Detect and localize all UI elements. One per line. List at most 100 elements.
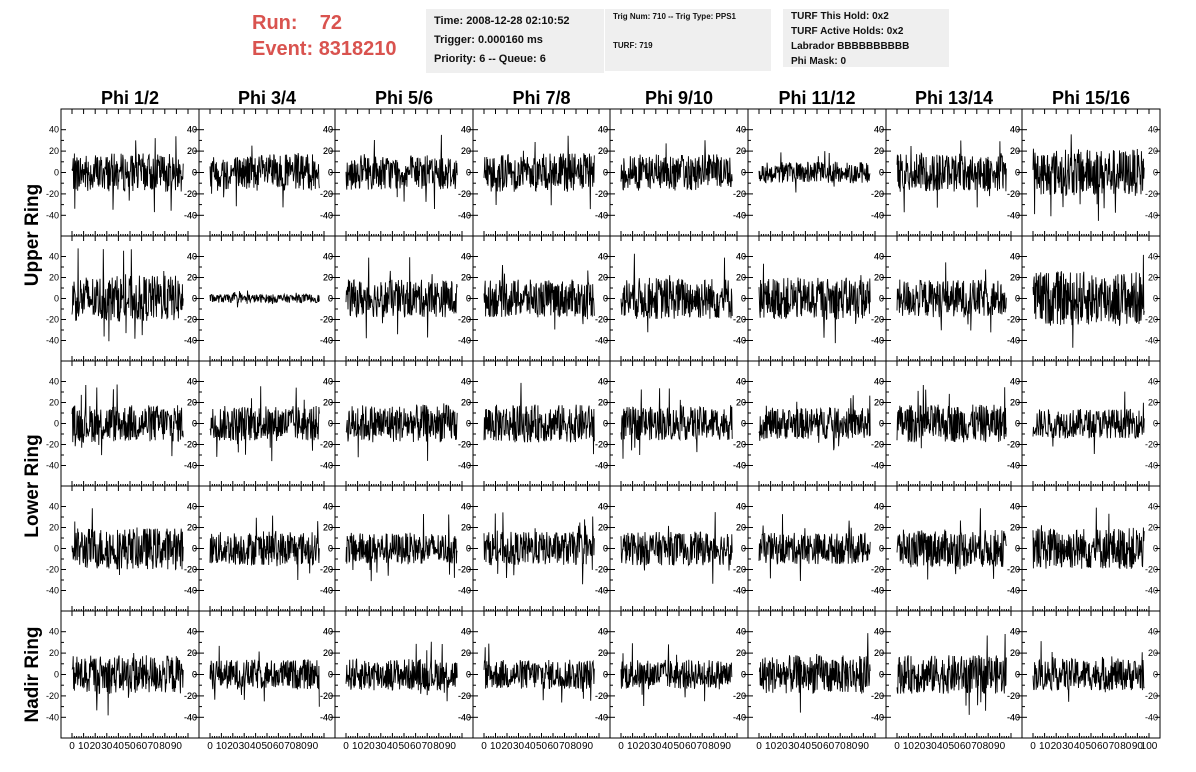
y-tick-label: 0 <box>192 670 197 680</box>
y-tick-label: 20 <box>1148 398 1158 408</box>
x-tick-label: 40 <box>662 741 674 752</box>
y-tick-label: 40 <box>874 502 884 512</box>
x-tick-label: 60 <box>547 741 559 752</box>
y-tick-label: -20 <box>46 189 59 199</box>
column-header: Phi 1/2 <box>101 88 159 108</box>
y-tick-label: 20 <box>736 146 746 156</box>
y-tick-label: -40 <box>733 336 746 346</box>
y-tick-label: 40 <box>598 252 608 262</box>
y-tick-label: 20 <box>598 523 608 533</box>
y-tick-label: -20 <box>320 691 333 701</box>
y-tick-label: 40 <box>323 502 333 512</box>
waveform-trace <box>1032 507 1145 570</box>
y-tick-label: 0 <box>879 419 884 429</box>
y-tick-label: -20 <box>184 315 197 325</box>
y-tick-label: 0 <box>1015 670 1020 680</box>
y-tick-label: 0 <box>879 670 884 680</box>
waveform-trace <box>758 395 871 451</box>
y-tick-label: 40 <box>598 502 608 512</box>
x-tick-label: 0 <box>756 741 762 752</box>
y-tick-label: 0 <box>741 670 746 680</box>
y-tick-label: -40 <box>595 586 608 596</box>
x-tick-label: 70 <box>835 741 847 752</box>
y-tick-label: 40 <box>187 377 197 387</box>
y-tick-label: -40 <box>184 210 197 220</box>
y-tick-label: 20 <box>461 648 471 658</box>
waveform-trace <box>758 263 871 344</box>
labrador-text: Labrador BBBBBBBBBB <box>791 41 910 52</box>
y-tick-label: 20 <box>1010 398 1020 408</box>
y-tick-label: 20 <box>323 146 333 156</box>
y-tick-label: -40 <box>458 586 471 596</box>
y-tick-label: -20 <box>595 440 608 450</box>
row-group-label: Upper Ring <box>22 184 43 286</box>
y-tick-label: 20 <box>187 648 197 658</box>
y-tick-label: 40 <box>874 377 884 387</box>
y-tick-label: 0 <box>192 544 197 554</box>
x-tick-label: 40 <box>1074 741 1086 752</box>
x-tick-label: 90 <box>994 741 1006 752</box>
y-tick-label: -20 <box>320 565 333 575</box>
x-tick-label: 90 <box>720 741 732 752</box>
y-tick-label: 20 <box>1010 146 1020 156</box>
y-tick-label: 40 <box>1010 125 1020 135</box>
y-tick-label: 20 <box>736 398 746 408</box>
waveform-trace <box>1032 391 1145 455</box>
y-tick-label: -20 <box>1145 440 1158 450</box>
x-tick-label: 40 <box>524 741 536 752</box>
x-tick-label: 90 <box>858 741 870 752</box>
waveform-trace <box>345 257 458 339</box>
y-tick-label: -40 <box>46 586 59 596</box>
y-tick-label: 40 <box>736 377 746 387</box>
column-header: Phi 15/16 <box>1052 88 1130 108</box>
y-tick-label: 40 <box>187 125 197 135</box>
column-header: Phi 13/14 <box>915 88 993 108</box>
y-tick-label: 40 <box>323 377 333 387</box>
y-tick-label: 20 <box>49 146 59 156</box>
x-tick-label: 70 <box>148 741 160 752</box>
y-tick-label: 20 <box>736 273 746 283</box>
y-tick-label: -20 <box>595 315 608 325</box>
y-tick-label: 20 <box>461 146 471 156</box>
y-tick-label: -20 <box>1007 565 1020 575</box>
y-tick-label: 0 <box>879 670 884 680</box>
y-tick-label: 20 <box>598 523 608 533</box>
y-tick-label: -40 <box>871 712 884 722</box>
waveform-trace <box>209 645 320 707</box>
x-tick-label: 80 <box>1120 741 1132 752</box>
y-tick-label: 40 <box>736 627 746 637</box>
y-tick-label: -40 <box>1007 586 1020 596</box>
y-tick-label: 20 <box>1010 523 1020 533</box>
y-tick-label: 20 <box>187 273 197 283</box>
x-tick-label: 80 <box>433 741 445 752</box>
y-tick-label: 0 <box>466 168 471 178</box>
x-tick-label: 80 <box>570 741 582 752</box>
x-tick-label: 30 <box>513 741 525 752</box>
y-tick-label: 40 <box>1010 125 1020 135</box>
y-tick-label: 20 <box>323 648 333 658</box>
x-tick-label: 20 <box>777 741 789 752</box>
y-tick-label: -40 <box>184 586 197 596</box>
y-tick-label: 40 <box>49 377 59 387</box>
waveform-trace <box>483 382 595 455</box>
y-tick-label: 0 <box>741 419 746 429</box>
y-tick-label: -40 <box>320 461 333 471</box>
y-tick-label: 20 <box>323 273 333 283</box>
y-tick-label: 40 <box>598 627 608 637</box>
y-tick-label: -20 <box>733 315 746 325</box>
y-tick-label: -20 <box>871 691 884 701</box>
column-header: Phi 7/8 <box>512 88 570 108</box>
x-tick-label: 80 <box>983 741 995 752</box>
y-tick-label: -20 <box>46 691 59 701</box>
y-tick-label: 20 <box>598 146 608 156</box>
y-tick-label: 0 <box>879 294 884 304</box>
y-tick-label: 40 <box>1148 377 1158 387</box>
y-tick-label: -20 <box>595 691 608 701</box>
y-tick-label: 40 <box>323 125 333 135</box>
y-tick-label: -20 <box>733 189 746 199</box>
y-tick-label: 20 <box>461 523 471 533</box>
event-label: Event: <box>252 38 314 60</box>
y-tick-label: -40 <box>595 712 608 722</box>
y-tick-label: 40 <box>187 252 197 262</box>
y-tick-label: 0 <box>466 294 471 304</box>
